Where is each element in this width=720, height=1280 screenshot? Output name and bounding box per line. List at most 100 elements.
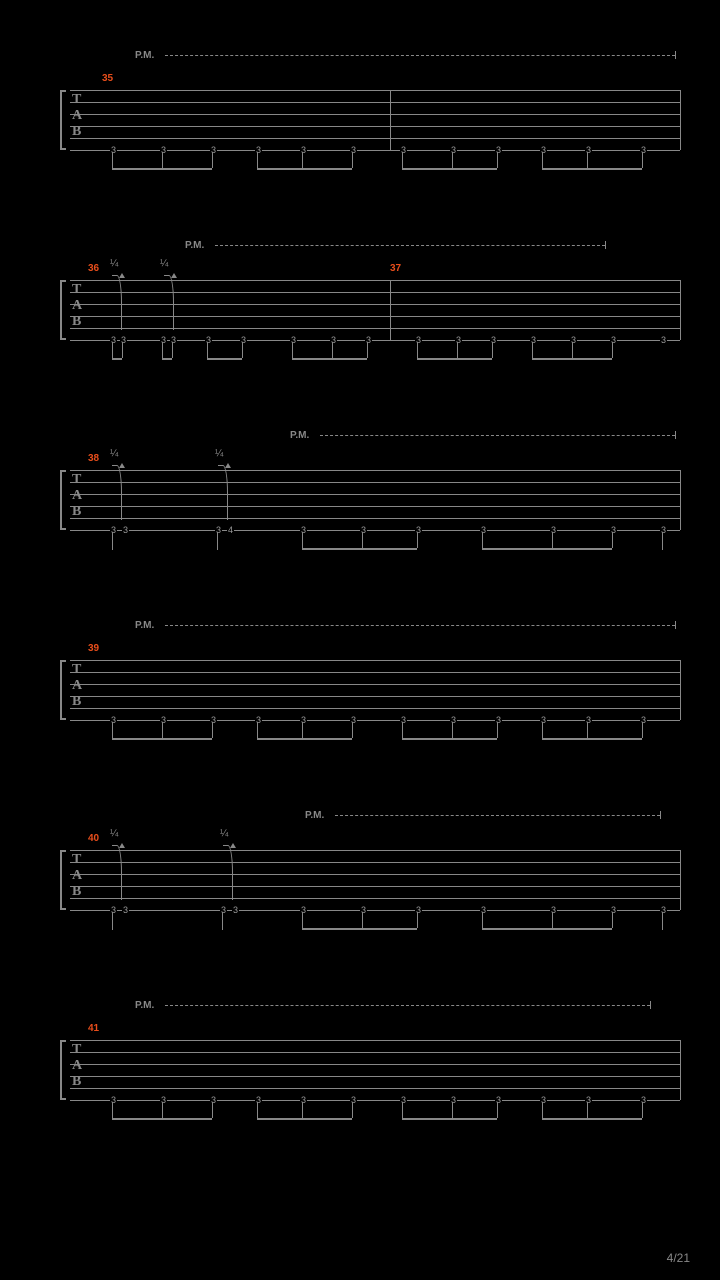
note-stem [172, 342, 173, 358]
note-stem [332, 342, 333, 358]
beam [112, 168, 212, 170]
note-stem [542, 722, 543, 738]
measure-number: 41 [88, 1023, 99, 1034]
staff-line [70, 1064, 680, 1065]
staff-line [70, 672, 680, 673]
bend-arc [112, 845, 122, 900]
bend-arc [164, 275, 174, 330]
staff-line [70, 862, 680, 863]
bend-arc [218, 465, 228, 520]
note-stem [162, 342, 163, 358]
fret-number: 3 [232, 905, 239, 915]
note-stem [112, 1102, 113, 1118]
tab-clef: TAB [72, 662, 82, 710]
staff-line [70, 1088, 680, 1089]
pm-end-marker [650, 1001, 651, 1009]
note-stem [302, 722, 303, 738]
staff-line [70, 328, 680, 329]
bend-arrow-icon [119, 273, 125, 278]
staff-bracket [60, 1040, 66, 1100]
staff-line [70, 708, 680, 709]
staff-bracket [60, 470, 66, 530]
pm-label: P.M. [305, 810, 324, 821]
pm-label: P.M. [135, 1000, 154, 1011]
tab-clef: TAB [72, 282, 82, 330]
barline [680, 660, 681, 720]
bend-quarter-label: ¼ [110, 258, 118, 269]
note-stem [302, 1102, 303, 1118]
measure-number: 37 [390, 263, 401, 274]
page-number: 4/21 [667, 1251, 690, 1265]
note-stem [662, 912, 663, 930]
measure-number: 35 [102, 73, 113, 84]
pm-end-marker [675, 51, 676, 59]
note-stem [587, 722, 588, 738]
beam [257, 738, 352, 740]
note-stem [642, 152, 643, 168]
bend-arrow-icon [171, 273, 177, 278]
tab-clef: TAB [72, 852, 82, 900]
pm-end-marker [660, 811, 661, 819]
note-stem [532, 342, 533, 358]
pm-label: P.M. [135, 620, 154, 631]
bend-arrow-icon [119, 843, 125, 848]
note-stem [552, 912, 553, 928]
staff-line [70, 292, 680, 293]
bend-arc [223, 845, 233, 900]
staff-line [70, 530, 680, 531]
note-stem [612, 532, 613, 548]
note-stem [587, 1102, 588, 1118]
beam [402, 738, 497, 740]
note-stem [112, 912, 113, 930]
staff-line [70, 470, 680, 471]
note-stem [497, 152, 498, 168]
bend-arc [112, 465, 122, 520]
beam [292, 358, 367, 360]
note-stem [162, 1102, 163, 1118]
note-stem [402, 722, 403, 738]
bend-quarter-label: ¼ [215, 448, 223, 459]
staff-line [70, 280, 680, 281]
fret-number: 4 [227, 525, 234, 535]
staff-line [70, 102, 680, 103]
bend-arrow-icon [225, 463, 231, 468]
note-stem [162, 722, 163, 738]
barline [680, 470, 681, 530]
bend-quarter-label: ¼ [220, 828, 228, 839]
note-stem [482, 912, 483, 928]
beam [112, 358, 122, 360]
note-stem [417, 342, 418, 358]
staff-line [70, 304, 680, 305]
staff-line [70, 696, 680, 697]
tab-clef: TAB [72, 472, 82, 520]
staff-line [70, 316, 680, 317]
note-stem [662, 532, 663, 550]
note-stem [362, 532, 363, 548]
staff-bracket [60, 90, 66, 150]
note-stem [587, 152, 588, 168]
note-stem [572, 342, 573, 358]
beam [257, 168, 352, 170]
barline [680, 850, 681, 910]
note-stem [482, 532, 483, 548]
staff-bracket [60, 660, 66, 720]
note-stem [352, 1102, 353, 1118]
measure-number: 38 [88, 453, 99, 464]
note-stem [492, 342, 493, 358]
staff-line [70, 910, 680, 911]
barline [680, 90, 681, 150]
beam [402, 168, 497, 170]
staff-line [70, 1052, 680, 1053]
note-stem [207, 342, 208, 358]
staff-line [70, 138, 680, 139]
staff-bracket [60, 850, 66, 910]
fret-number: 3 [660, 335, 667, 345]
note-stem [612, 342, 613, 358]
tab-system: P.M.38¼¼TAB33343333333 [30, 420, 690, 560]
bend-quarter-label: ¼ [110, 828, 118, 839]
pm-end-marker [675, 621, 676, 629]
measure-number: 39 [88, 643, 99, 654]
note-stem [402, 1102, 403, 1118]
staff-line [70, 90, 680, 91]
pm-end-marker [605, 241, 606, 249]
